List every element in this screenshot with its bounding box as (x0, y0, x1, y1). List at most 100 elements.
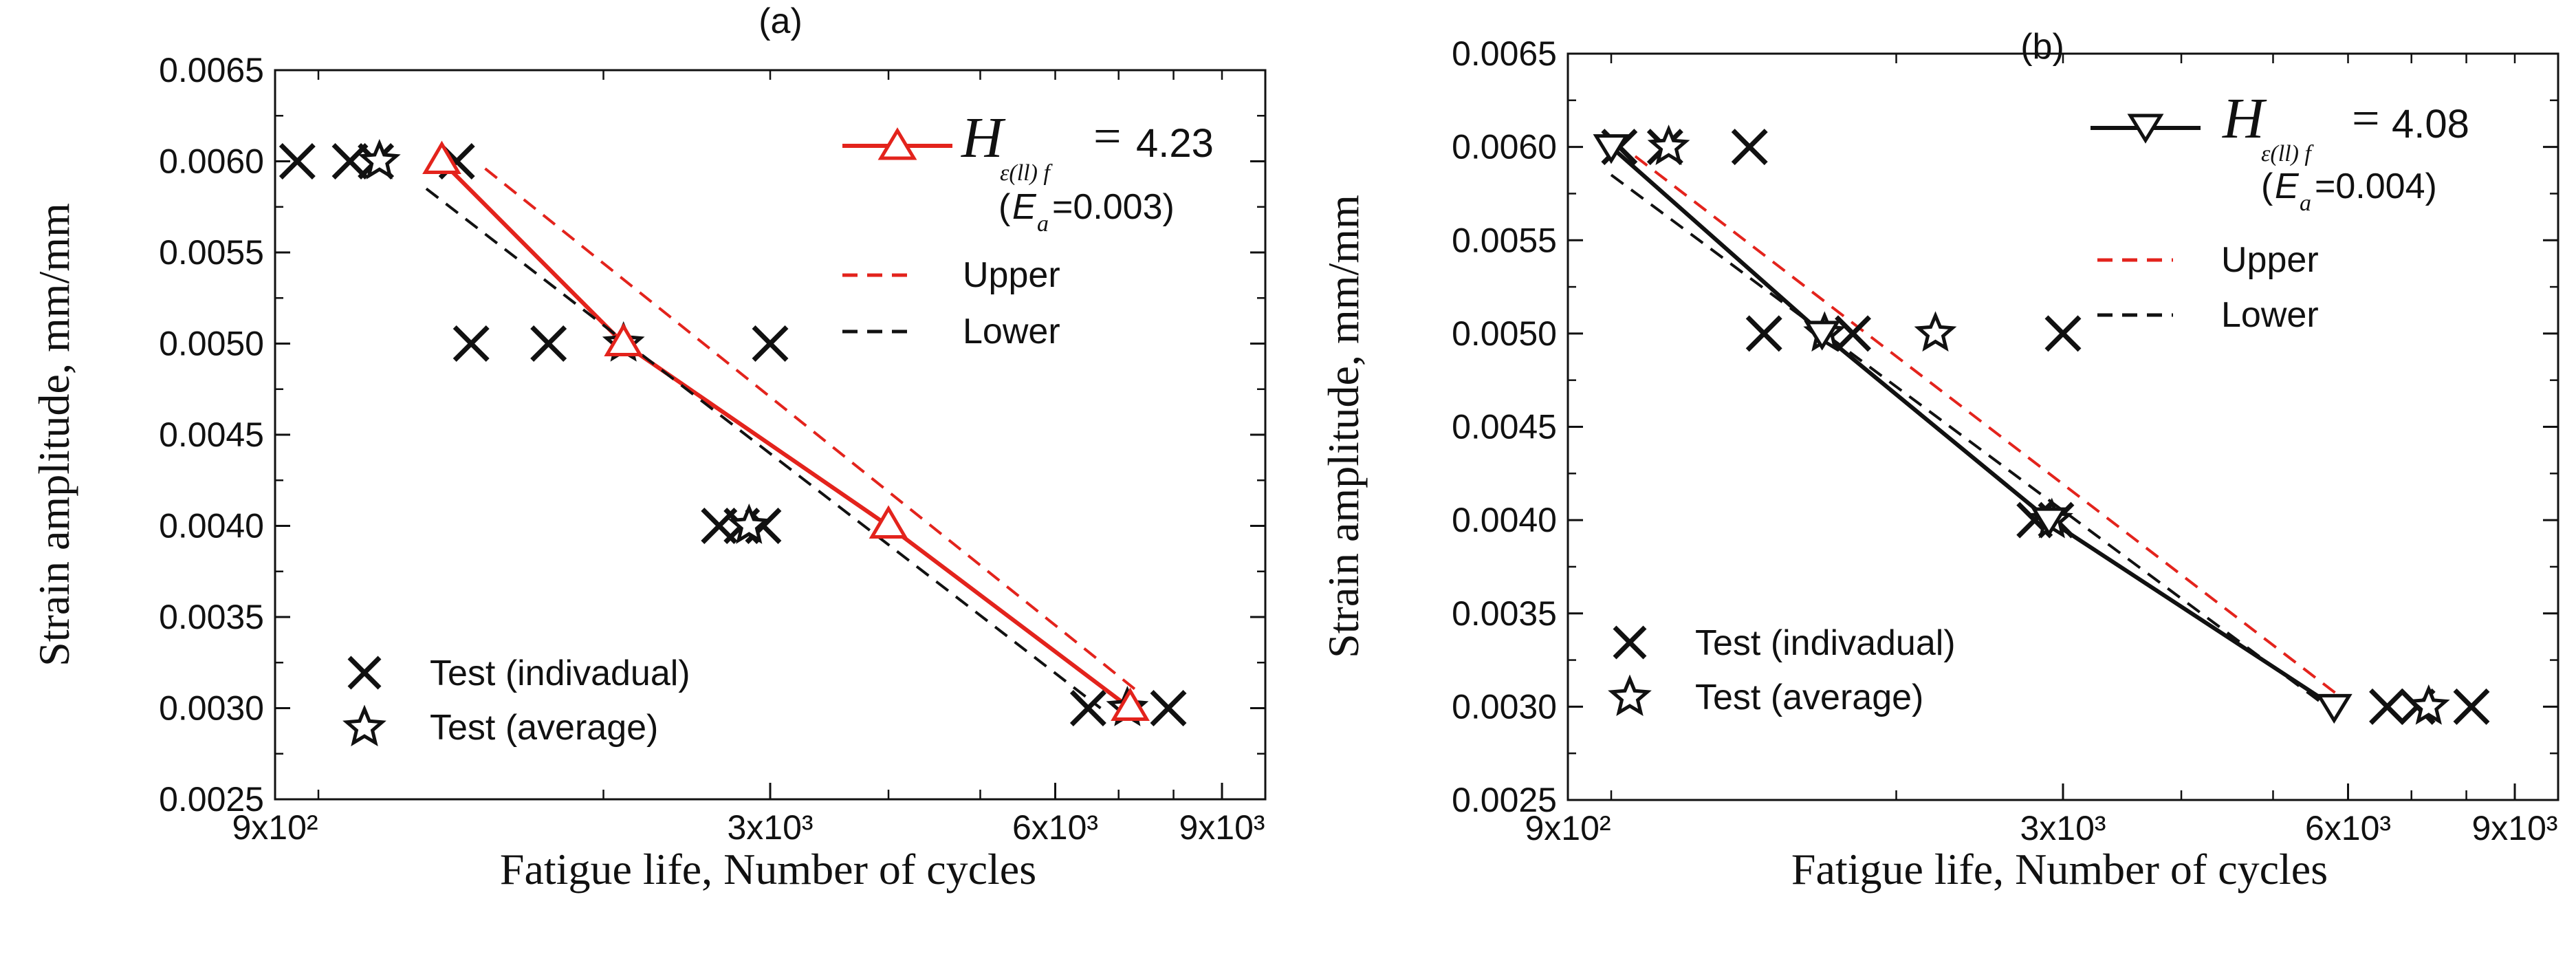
marker-x (1069, 690, 1106, 726)
x-tick-label: 3x10³ (727, 808, 813, 847)
y-axis-label: Strain amplitude, mm/mm (1319, 195, 1368, 658)
y-tick-label: 0.0035 (1452, 594, 1557, 633)
legend-lower-label: Lower (963, 312, 1060, 351)
series-markers (1593, 125, 2490, 725)
legend-upper-label: Upper (963, 255, 1060, 295)
x-tick-label: 9x10³ (1179, 808, 1265, 847)
marker-x (752, 325, 789, 362)
marker-triangle-up (869, 505, 908, 539)
series-lines (1610, 145, 2342, 708)
legend-individual: Test (indivadual) (1613, 623, 1956, 663)
legend-fit-note-var: E (2275, 166, 2300, 206)
y-tick-label: 0.0025 (159, 780, 264, 819)
legend-average-label: Test (average) (1695, 678, 1923, 717)
x-tick-label: 9x10³ (2471, 809, 2557, 847)
star-icon (342, 704, 386, 747)
y-tick-label: 0.0060 (159, 142, 264, 181)
x-tick-label: 6x10³ (1012, 808, 1098, 847)
y-tick-label: 0.0035 (159, 598, 264, 636)
marker-x (2044, 315, 2082, 352)
legend-average-label: Test (average) (430, 708, 658, 748)
panel-a: 0.0025 0.0030 0.0035 0.0040 0.0045 0.0050 0.00… (30, 1, 1267, 894)
legend-fit: H ε(ll) f = 4.08 ( E a =0.004) (2091, 87, 2469, 216)
legend-upper: Upper (842, 255, 1060, 295)
line-upper (1634, 155, 2342, 699)
marker-x (1731, 129, 1768, 166)
legend-fit-equals: = (2352, 91, 2380, 146)
legend-average: Test (average) (342, 704, 658, 748)
y-tick-label: 0.0040 (159, 507, 264, 545)
legend-individual-label: Test (indivadual) (430, 653, 690, 693)
y-axis-label: Strain amplitude, mm/mm (30, 203, 78, 667)
legend-upper: Upper (2097, 240, 2319, 280)
marker-triangle-down (1804, 321, 1841, 351)
marker-star (1914, 311, 1957, 352)
legend-fit-marker (2127, 113, 2164, 144)
y-tick-label: 0.0050 (1452, 314, 1557, 353)
marker-star (358, 138, 401, 180)
x-axis: 9x10² 3x10³ 6x10³ 9x10³ (232, 70, 1265, 847)
marker-x (530, 325, 567, 362)
legend-lower: Lower (2097, 295, 2319, 335)
legend-fit-note-var: E (1012, 187, 1037, 227)
legend-fit-note-value: =0.003) (1052, 187, 1175, 227)
legend-individual: Test (indivadual) (347, 653, 690, 693)
x-tick-label: 6x10³ (2305, 809, 2391, 847)
legend-fit-note-prefix: ( (2261, 166, 2273, 206)
series-lines (425, 160, 1137, 710)
y-tick-label: 0.0040 (1452, 501, 1557, 539)
x-tick-label: 9x10² (1525, 809, 1611, 847)
y-axis: 0.0025 0.0030 0.0035 0.0040 0.0045 0.0050 0.00… (1452, 34, 2558, 819)
legend-fit-note-sub: a (2300, 191, 2311, 216)
x-axis-label: Fatigue life, Number of cycles (1791, 845, 2328, 894)
line-lower (1610, 173, 2328, 708)
legend-fit-value: 4.23 (1136, 121, 1214, 166)
y-tick-label: 0.0050 (159, 325, 264, 363)
legend-fit-subscript: ε(ll) f (1000, 160, 1053, 186)
line-upper (484, 167, 1137, 691)
legend-fit-symbol: H (961, 106, 1006, 170)
legend-fit-note-sub: a (1037, 211, 1049, 237)
star-icon (1608, 674, 1652, 717)
legend-average-marker (342, 704, 386, 747)
legend-lower-label: Lower (2221, 295, 2319, 335)
marker-triangle-down (2315, 693, 2353, 724)
legend-fit-subscript: ε(ll) f (2261, 141, 2314, 166)
marker-x (1745, 315, 1782, 352)
marker-star (1647, 125, 1690, 165)
legend-individual-marker (1613, 625, 1647, 660)
legend-fit-symbol: H (2222, 87, 2267, 151)
y-tick-label: 0.0065 (1452, 34, 1557, 73)
line-fit (1610, 145, 2335, 708)
x-tick-label: 3x10³ (2020, 809, 2106, 847)
legend-fit-equals: = (1093, 109, 1122, 164)
y-tick-label: 0.0055 (159, 233, 264, 272)
legend-individual-label: Test (indivadual) (1695, 623, 1956, 663)
x-tick-label: 9x10² (232, 808, 318, 847)
x-axis-label: Fatigue life, Number of cycles (500, 845, 1036, 894)
y-tick-label: 0.0060 (1452, 128, 1557, 166)
marker-x (1150, 690, 1187, 726)
y-axis: 0.0025 0.0030 0.0035 0.0040 0.0045 0.0050 0.00… (159, 51, 1265, 819)
marker-x (1835, 315, 1871, 352)
marker-x (279, 143, 316, 180)
x-axis: 9x10² 3x10³ 6x10³ 9x10³ (1525, 54, 2558, 847)
marker-triangle-down (2031, 507, 2068, 537)
y-tick-label: 0.0045 (1452, 408, 1557, 446)
legend-fit-marker (877, 127, 917, 160)
marker-x (452, 325, 490, 362)
panel-label: (a) (758, 1, 803, 41)
y-tick-label: 0.0045 (159, 415, 264, 454)
legend-fit-note-prefix: ( (998, 187, 1011, 227)
y-tick-label: 0.0065 (159, 51, 264, 89)
legend-individual-marker (347, 656, 382, 690)
plot-frame (274, 69, 1267, 801)
marker-triangle-up (604, 323, 644, 356)
legend-fit-note-value: =0.004) (2315, 166, 2437, 206)
marker-x (2369, 688, 2405, 725)
legend-average-marker (1608, 674, 1652, 717)
y-tick-label: 0.0030 (1452, 687, 1557, 726)
legend-fit: H ε(ll) f = 4.23 ( E a =0.003) (842, 106, 1214, 237)
y-tick-label: 0.0055 (1452, 221, 1557, 259)
